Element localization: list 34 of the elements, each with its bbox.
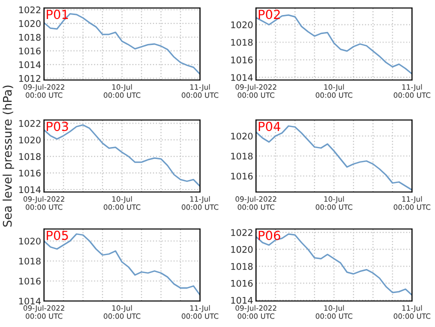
y-tick-label: 1018	[19, 258, 41, 265]
y-tick-label: 1014	[231, 74, 253, 81]
y-tick-label: 1016	[231, 172, 253, 180]
y-tick-label: 1020	[231, 21, 253, 28]
y-tick-label: 1016	[19, 48, 41, 54]
chart-title: P02	[258, 10, 280, 20]
y-tick-label: 1020	[19, 238, 41, 245]
chart-title: P05	[46, 230, 68, 240]
y-tick-label: 1020	[231, 246, 253, 253]
y-tick-label: 1014	[19, 186, 41, 194]
y-tick-label: 1016	[231, 56, 253, 64]
y-tick-label: 1018	[19, 34, 41, 41]
y-tick-label: 1016	[19, 170, 41, 177]
y-tick-label: 1020	[231, 132, 253, 140]
y-tick-label: 1020	[19, 20, 41, 27]
y-tick-label: 1020	[19, 136, 41, 144]
y-tick-label: 1016	[231, 280, 253, 287]
y-tick-label: 1018	[231, 38, 253, 46]
chart-title: P01	[46, 10, 68, 20]
y-tick-label: 1014	[19, 61, 41, 68]
y-tick-label: 1018	[19, 153, 41, 160]
y-tick-label: 1018	[231, 152, 253, 160]
chart-title: P06	[258, 230, 280, 240]
y-tick-label: 1022	[231, 229, 252, 236]
y-tick-label: 1014	[19, 298, 41, 305]
y-tick-label: 1022	[19, 120, 40, 127]
y-axis-title: Sea level pressure (hPa)	[2, 86, 14, 227]
y-tick-label: 1016	[19, 278, 41, 285]
y-tick-label: 1018	[231, 263, 253, 270]
chart-title: P04	[258, 122, 280, 132]
y-tick-label: 1014	[231, 296, 253, 304]
y-tick-label: 1012	[19, 75, 40, 82]
chart-title: P03	[46, 122, 68, 132]
y-tick-label: 1022	[19, 6, 40, 14]
